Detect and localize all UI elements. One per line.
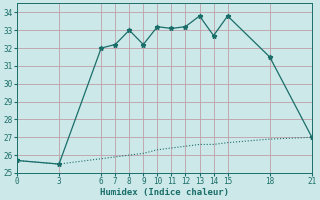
X-axis label: Humidex (Indice chaleur): Humidex (Indice chaleur) (100, 188, 229, 197)
